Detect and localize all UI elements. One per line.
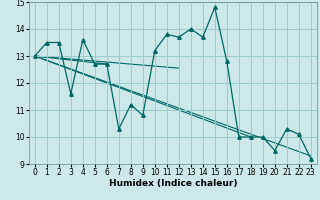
X-axis label: Humidex (Indice chaleur): Humidex (Indice chaleur) (108, 179, 237, 188)
